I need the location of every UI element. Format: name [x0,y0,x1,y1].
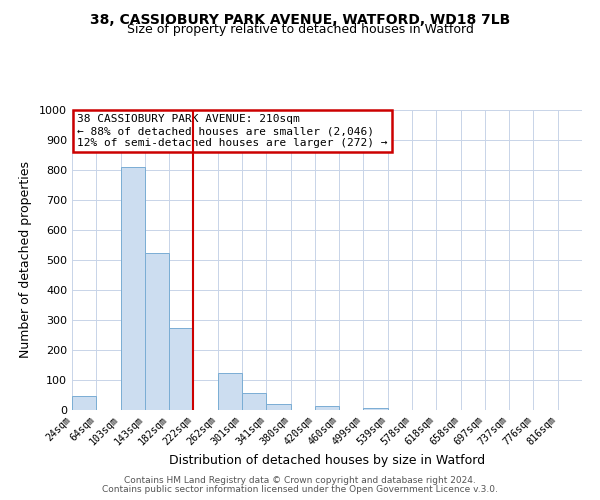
Bar [145,254,169,410]
Text: 38 CASSIOBURY PARK AVENUE: 210sqm
← 88% of detached houses are smaller (2,046)
1: 38 CASSIOBURY PARK AVENUE: 210sqm ← 88% … [77,114,388,148]
Bar [72,396,96,410]
Bar [364,408,388,410]
Bar [169,328,193,410]
Text: Size of property relative to detached houses in Watford: Size of property relative to detached ho… [127,22,473,36]
X-axis label: Distribution of detached houses by size in Watford: Distribution of detached houses by size … [169,454,485,468]
Y-axis label: Number of detached properties: Number of detached properties [19,162,32,358]
Bar [218,374,242,410]
Text: 38, CASSIOBURY PARK AVENUE, WATFORD, WD18 7LB: 38, CASSIOBURY PARK AVENUE, WATFORD, WD1… [90,12,510,26]
Bar [315,406,339,410]
Bar [266,404,290,410]
Text: Contains public sector information licensed under the Open Government Licence v.: Contains public sector information licen… [102,485,498,494]
Text: Contains HM Land Registry data © Crown copyright and database right 2024.: Contains HM Land Registry data © Crown c… [124,476,476,485]
Bar [121,167,145,410]
Bar [242,393,266,410]
